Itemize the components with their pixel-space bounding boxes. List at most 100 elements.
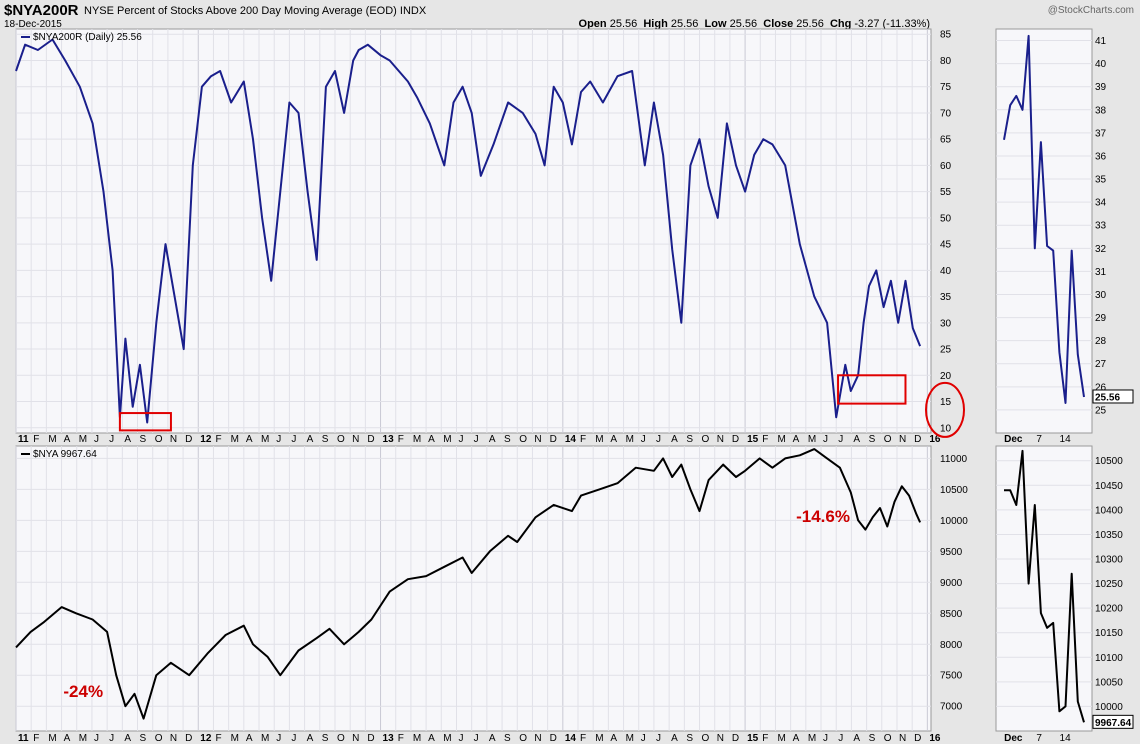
x-tick-label-top: A — [246, 434, 253, 445]
x-tick-label-bottom: S — [869, 733, 876, 744]
x-tick-label-top: N — [170, 434, 177, 445]
x-tick-label-bottom: N — [899, 733, 906, 744]
x-tick-label-bottom: 13 — [383, 733, 395, 744]
x-tick-label-top: S — [322, 434, 329, 445]
y-tick-label: 80 — [940, 56, 952, 67]
y-tick-label: 20 — [940, 371, 952, 382]
x-tick-label-top: S — [686, 434, 693, 445]
x-tick-label-bottom: D — [367, 733, 374, 744]
y-tick-label: 27 — [1095, 359, 1107, 370]
y-tick-label: 10100 — [1095, 653, 1123, 664]
x-tick-label-top: S — [504, 434, 511, 445]
y-tick-label: 38 — [1095, 105, 1107, 116]
highlight-box-2015 — [837, 374, 907, 405]
y-tick-label: 60 — [940, 161, 952, 172]
x-tick-label-bottom: F — [762, 733, 768, 744]
chart-date: 18-Dec-2015 — [4, 19, 62, 30]
y-tick-label: 9500 — [940, 547, 963, 558]
x-tick-label-top: N — [534, 434, 541, 445]
x-tick-label-bottom: J — [641, 733, 646, 744]
x-tick-label-top: A — [610, 434, 617, 445]
x-tick-label-top: J — [94, 434, 99, 445]
x-tick-label-bottom: M — [79, 733, 87, 744]
x-tick-label-bottom: D — [732, 733, 739, 744]
y-tick-label: 7000 — [940, 702, 963, 713]
x-tick-label-bottom: A — [610, 733, 617, 744]
x-tick-label-bottom: J — [838, 733, 843, 744]
high-value: 25.56 — [670, 18, 699, 30]
y-tick-label: 36 — [1095, 151, 1107, 162]
y-tick-label: 31 — [1095, 267, 1107, 278]
x-tick-label-bottom: J — [458, 733, 463, 744]
zoom-x-tick-label-bottom: 7 — [1036, 733, 1042, 744]
y-tick-label: 10150 — [1095, 628, 1123, 639]
x-tick-label-top: A — [793, 434, 800, 445]
x-tick-label-bottom: J — [109, 733, 114, 744]
low-label: Low — [704, 18, 727, 30]
highlight-box-2011 — [118, 412, 172, 432]
x-tick-label-bottom: F — [33, 733, 39, 744]
x-tick-label-top: N — [352, 434, 359, 445]
x-tick-label-top: M — [777, 434, 785, 445]
annotation-right-drop: -14.6% — [796, 507, 850, 526]
x-tick-label-bottom: A — [671, 733, 678, 744]
x-tick-label-bottom: A — [307, 733, 314, 744]
y-tick-label: 10 — [940, 423, 952, 434]
y-tick-label: 10500 — [1095, 456, 1123, 467]
last-value-bottom-box — [1092, 714, 1134, 729]
y-tick-label: 37 — [1095, 128, 1107, 139]
y-tick-label: 11000 — [940, 454, 968, 465]
highlight-ellipse-axis — [925, 381, 965, 438]
y-tick-label: 40 — [1095, 59, 1107, 70]
x-tick-label-top: 16 — [929, 434, 941, 445]
x-tick-label-top: A — [428, 434, 435, 445]
x-tick-label-bottom: N — [352, 733, 359, 744]
y-tick-label: 10250 — [1095, 579, 1123, 590]
chg-value: -3.27 (-11.33%) — [854, 18, 930, 30]
watermark: @StockCharts.com — [1047, 5, 1134, 16]
x-tick-label-top: M — [79, 434, 87, 445]
y-tick-label: 9000 — [940, 578, 963, 589]
x-tick-label-bottom: O — [155, 733, 163, 744]
last-value-top: 25.56 — [1095, 392, 1120, 403]
x-tick-label-top: A — [64, 434, 71, 445]
x-tick-label-top: M — [231, 434, 239, 445]
x-tick-label-bottom: M — [48, 733, 56, 744]
nya200r-series-line — [15, 38, 922, 424]
x-tick-label-top: M — [808, 434, 816, 445]
x-tick-label-bottom: N — [170, 733, 177, 744]
x-tick-label-bottom: J — [276, 733, 281, 744]
x-tick-label-bottom: S — [686, 733, 693, 744]
x-tick-label-top: D — [185, 434, 192, 445]
x-tick-label-bottom: N — [717, 733, 724, 744]
x-tick-label-bottom: 14 — [565, 733, 577, 744]
last-value-top-box — [1092, 389, 1134, 404]
x-tick-label-top: N — [899, 434, 906, 445]
close-value: 25.56 — [796, 18, 824, 30]
y-tick-label: 30 — [1095, 290, 1107, 301]
x-tick-label-top: O — [337, 434, 345, 445]
x-tick-label-bottom: S — [140, 733, 147, 744]
y-tick-label: 10400 — [1095, 505, 1123, 516]
x-tick-label-top: F — [580, 434, 586, 445]
x-tick-label-top: M — [261, 434, 269, 445]
x-tick-label-top: 14 — [565, 434, 577, 445]
description-text: NYSE Percent of Stocks Above 200 Day Mov… — [84, 5, 397, 17]
x-tick-label-bottom: A — [246, 733, 253, 744]
legend-bottom: $NYA 9967.64 — [33, 449, 97, 460]
nya200r-zoom-line — [1003, 34, 1085, 404]
y-tick-label: 28 — [1095, 336, 1107, 347]
x-tick-label-top: A — [489, 434, 496, 445]
x-tick-label-top: M — [413, 434, 421, 445]
x-tick-label-top: M — [626, 434, 634, 445]
x-tick-label-top: D — [914, 434, 921, 445]
chart-description: NYSE Percent of Stocks Above 200 Day Mov… — [84, 5, 426, 17]
x-tick-label-bottom: M — [261, 733, 269, 744]
zoom-x-tick-label-bottom: Dec — [1004, 733, 1023, 744]
x-tick-label-bottom: A — [428, 733, 435, 744]
x-tick-label-top: J — [109, 434, 114, 445]
x-tick-label-bottom: A — [489, 733, 496, 744]
x-tick-label-bottom: J — [656, 733, 661, 744]
x-tick-label-bottom: O — [884, 733, 892, 744]
y-tick-label: 10000 — [940, 516, 968, 527]
